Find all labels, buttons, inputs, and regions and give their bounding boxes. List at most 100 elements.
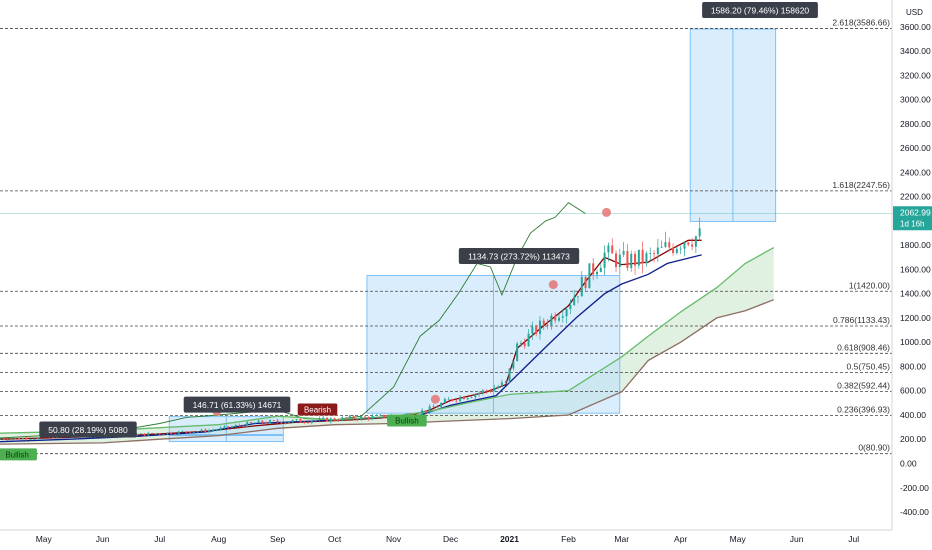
- candle-body: [470, 397, 473, 399]
- fib-level-label: 2.618(3586.66): [832, 17, 890, 27]
- candle-body: [345, 417, 348, 419]
- candle-body: [383, 414, 386, 418]
- candle-body: [611, 245, 614, 254]
- candle-body: [630, 253, 633, 268]
- candle-body: [489, 391, 492, 392]
- candle-body: [204, 429, 207, 433]
- candle-body: [656, 247, 659, 255]
- candle-body: [679, 248, 682, 250]
- fib-level-label: 0(80.90): [858, 443, 890, 453]
- candle-body: [234, 425, 237, 427]
- signal-tag-bg: [297, 403, 338, 416]
- candle-body: [451, 399, 454, 401]
- candles: [0, 217, 701, 441]
- candle-body: [2, 438, 5, 440]
- candle-body: [436, 406, 439, 408]
- candle-body: [151, 432, 154, 434]
- price-range-label-bg: [183, 396, 291, 413]
- signal-tag-bull: Bullish: [387, 414, 427, 427]
- candle-body: [249, 422, 252, 423]
- candle-body: [512, 361, 515, 369]
- candle-body: [246, 422, 249, 427]
- last-price-value: 2062.99: [900, 207, 931, 217]
- candle-body: [443, 399, 446, 404]
- candle-body: [33, 438, 36, 440]
- candle-body: [576, 296, 579, 298]
- y-tick-label: 1600.00: [900, 264, 931, 274]
- candle-body: [326, 417, 329, 422]
- candle-body: [379, 414, 382, 416]
- price-range-label: 1134.73 (273.72%) 113473: [458, 248, 580, 264]
- x-tick-label: Mar: [614, 534, 629, 544]
- price-range-label-bg: [458, 248, 580, 264]
- price-range-label-text: 50.80 (28.19%) 5080: [48, 425, 128, 435]
- candle-body: [565, 309, 568, 317]
- candle-body: [459, 396, 462, 402]
- candle-body: [462, 396, 465, 400]
- price-range-label-text: 1586.20 (79.46%) 158620: [711, 6, 810, 16]
- y-tick-label: 2200.00: [900, 192, 931, 202]
- candle-body: [691, 244, 694, 247]
- x-tick-label: Feb: [561, 534, 576, 544]
- candle-body: [295, 419, 298, 421]
- y-tick-label: 3600.00: [900, 22, 931, 32]
- y-tick-label: 0.00: [900, 459, 917, 469]
- fib-level-label: 1.618(2247.56): [832, 180, 890, 190]
- x-tick-label: Jun: [96, 534, 110, 544]
- candle-body: [322, 417, 325, 419]
- candle-body: [227, 426, 230, 428]
- candle-body: [508, 368, 511, 382]
- candle-body: [607, 245, 610, 253]
- candle-body: [348, 416, 351, 419]
- candle-body: [580, 276, 583, 297]
- candle-body: [531, 326, 534, 334]
- candle-body: [615, 253, 618, 268]
- candle-body: [675, 248, 678, 254]
- signal-tag-text: Bullish: [395, 417, 419, 426]
- candle-body: [596, 271, 599, 275]
- candle-body: [135, 434, 138, 436]
- spanB-line: [0, 299, 775, 445]
- candle-body: [189, 432, 192, 434]
- candle-body: [52, 436, 55, 439]
- candle-body: [573, 296, 576, 306]
- candle-body: [474, 394, 477, 398]
- candle-body: [154, 433, 157, 435]
- candle-body: [500, 382, 503, 387]
- x-axis: May Jun Jul Aug Sep Oct Nov Dec 2021 Feb Mar Apr May…: [36, 534, 860, 544]
- candle-body: [360, 416, 363, 420]
- x-tick-label: Dec: [443, 534, 459, 544]
- candle-body: [10, 438, 13, 440]
- candle-body: [478, 392, 481, 395]
- candle-body: [504, 381, 507, 383]
- price-range-label-text: 1134.73 (273.72%) 113473: [468, 252, 570, 262]
- y-tick-label: 3200.00: [900, 70, 931, 80]
- x-tick-label: Aug: [211, 534, 226, 544]
- candle-body: [497, 386, 500, 389]
- candle-body: [211, 430, 214, 431]
- candle-body: [599, 267, 602, 272]
- candle-body: [170, 432, 173, 435]
- x-tick-label: Sep: [270, 534, 285, 544]
- last-price-countdown: 1d 16h: [900, 219, 924, 228]
- candle-body: [687, 242, 690, 245]
- candle-body: [280, 422, 283, 424]
- price-range-label: 1586.20 (79.46%) 158620: [702, 2, 818, 18]
- candle-body: [637, 249, 640, 266]
- candle-body: [181, 431, 184, 433]
- plot-area: 2.618(3586.66) 1.618(2247.56) 1(1420.00) 0.…: [0, 2, 892, 461]
- candle-body: [569, 305, 572, 310]
- candle-body: [0, 438, 1, 440]
- y-tick-label: 1200.00: [900, 313, 931, 323]
- signal-tag-text: Bullish: [5, 451, 29, 460]
- candle-body: [550, 315, 553, 326]
- candle-body: [375, 415, 378, 416]
- candle-body: [519, 343, 522, 344]
- fib-level-label: 0.5(750.45): [847, 361, 891, 371]
- candle-body: [683, 242, 686, 249]
- candle-body: [215, 429, 218, 431]
- fib-level-label: 1(1420.00): [849, 280, 890, 290]
- candle-body: [352, 416, 355, 419]
- candle-body: [268, 420, 271, 424]
